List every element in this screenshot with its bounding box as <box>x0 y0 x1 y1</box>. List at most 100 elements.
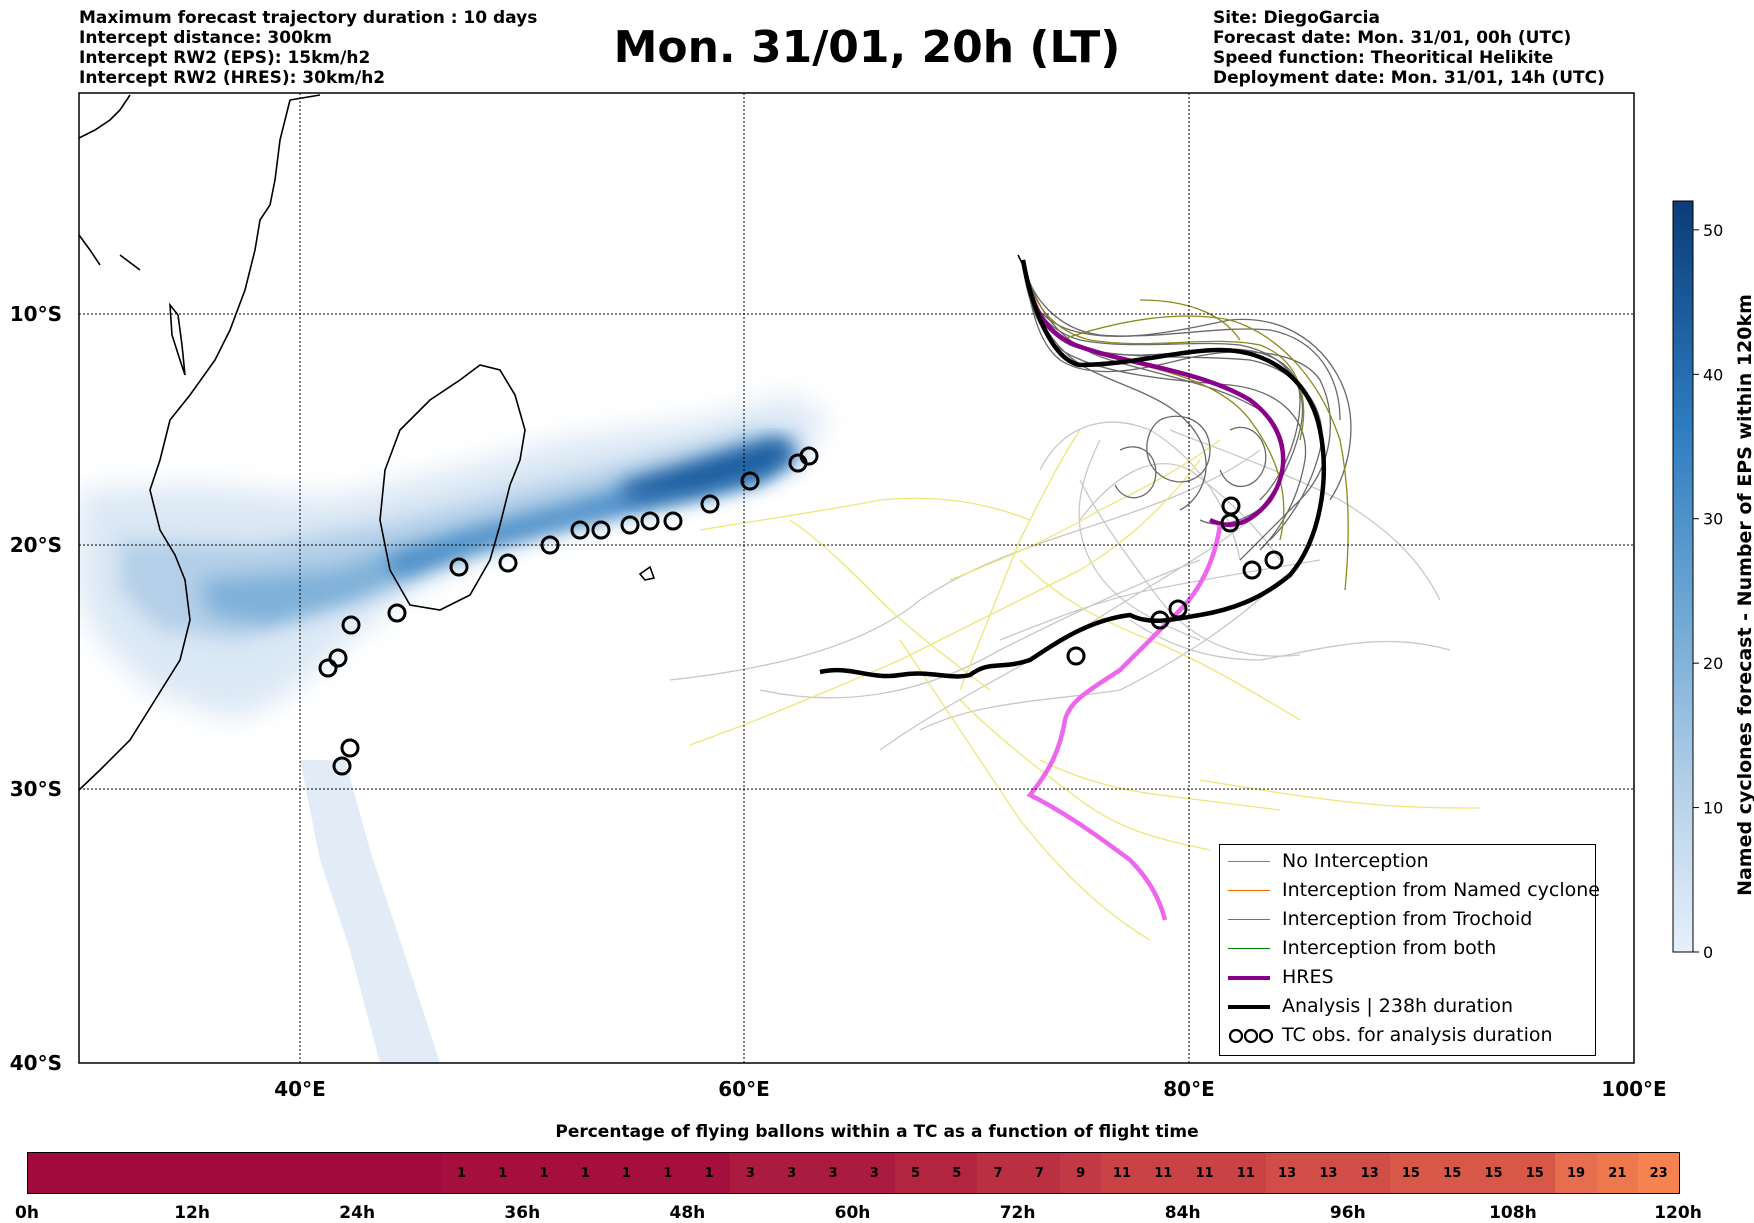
percentage-cell: 11 <box>1183 1153 1226 1193</box>
bottom-tick-label: 96h <box>1329 1203 1366 1223</box>
legend: No Interception Interception from Named … <box>1219 844 1600 1056</box>
colorbar-label: Named cyclones forecast - Number of EPS … <box>1734 294 1754 896</box>
header-left: Maximum forecast trajectory duration : 1… <box>79 8 537 88</box>
legend-item-trochoid: Interception from Trochoid <box>1220 907 1595 933</box>
legend-swatch <box>1228 948 1270 949</box>
percentage-cell: 5 <box>894 1153 937 1193</box>
colorbar <box>1672 200 1694 953</box>
legend-label: HRES <box>1282 966 1334 988</box>
legend-label: Interception from Named cyclone <box>1282 879 1600 901</box>
header-right-line: Deployment date: Mon. 31/01, 14h (UTC) <box>1213 68 1605 88</box>
percentage-cell: 15 <box>1431 1153 1473 1193</box>
tc-observations <box>318 446 1284 776</box>
legend-swatch <box>1228 890 1270 891</box>
bottom-tick-label: 60h <box>834 1203 871 1223</box>
colorbar-ticks: 0 10 20 30 40 50 <box>1693 221 1723 962</box>
percentage-cell: 1 <box>605 1153 648 1193</box>
legend-swatch <box>1228 919 1270 920</box>
header-right: Site: DiegoGarcia Forecast date: Mon. 31… <box>1213 8 1605 88</box>
legend-swatch <box>1228 861 1270 862</box>
cyclone-density-shading <box>79 395 830 1063</box>
legend-label: Analysis | 238h duration <box>1282 995 1514 1017</box>
legend-label: Interception from both <box>1282 937 1497 959</box>
percentage-cell <box>151 1153 194 1193</box>
percentage-cell <box>69 1153 111 1193</box>
header-right-line: Site: DiegoGarcia <box>1213 8 1380 28</box>
lon-tick-label: 80°E <box>1163 1077 1215 1101</box>
legend-item-no-interception: No Interception <box>1220 849 1595 875</box>
percentage-cell: 11 <box>1101 1153 1143 1193</box>
percentage-cell <box>28 1153 70 1193</box>
bottom-tick-label: 36h <box>504 1203 541 1223</box>
bottom-tick-label: 108h <box>1489 1203 1537 1223</box>
percentage-cell: 13 <box>1349 1153 1391 1193</box>
legend-item-analysis: Analysis | 238h duration <box>1220 994 1595 1020</box>
lat-tick-label: 30°S <box>10 777 62 801</box>
percentage-cell: 1 <box>523 1153 565 1193</box>
percentage-cell: 19 <box>1555 1153 1597 1193</box>
bottom-tick-label: 12h <box>174 1203 210 1223</box>
header-right-line: Forecast date: Mon. 31/01, 00h (UTC) <box>1213 28 1572 48</box>
percentage-cell: 15 <box>1390 1153 1432 1193</box>
percentage-cell: 3 <box>771 1153 813 1193</box>
bottom-tick-label: 48h <box>669 1203 706 1223</box>
percentage-cell: 9 <box>1060 1153 1102 1193</box>
header-left-line: Intercept distance: 300km <box>79 28 332 48</box>
percentage-cell: 7 <box>1018 1153 1061 1193</box>
colorbar-tick-label: 50 <box>1703 221 1723 240</box>
colorbar-tick-label: 0 <box>1703 943 1713 962</box>
bottom-tick-label: 72h <box>999 1203 1036 1223</box>
percentage-cell: 1 <box>440 1153 483 1193</box>
lat-tick-label: 10°S <box>10 302 62 326</box>
bottom-tick-label: 120h <box>1654 1203 1702 1223</box>
legend-swatch <box>1228 1005 1270 1009</box>
percentage-cell <box>193 1153 235 1193</box>
lat-tick-label: 40°S <box>10 1051 62 1075</box>
legend-item-hres: HRES <box>1220 965 1595 991</box>
percentage-cell: 11 <box>1142 1153 1184 1193</box>
coastlines <box>79 94 1024 791</box>
colorbar-tick-label: 20 <box>1703 654 1723 673</box>
percentage-cell: 1 <box>647 1153 689 1193</box>
percentage-cell <box>316 1153 359 1193</box>
header-left-line: Intercept RW2 (EPS): 15km/h2 <box>79 48 371 68</box>
legend-item-named-cyclone: Interception from Named cyclone <box>1220 878 1600 904</box>
header-right-line: Speed function: Theoritical Helikite <box>1213 48 1554 68</box>
lat-tick-label: 20°S <box>10 533 62 557</box>
lon-tick-label: 100°E <box>1601 1077 1666 1101</box>
bottom-tick-label: 24h <box>339 1203 376 1223</box>
percentage-cell: 1 <box>482 1153 524 1193</box>
percentage-cell: 15 <box>1472 1153 1515 1193</box>
percentage-cell <box>234 1153 276 1193</box>
tc-symbol-icon <box>1228 1028 1274 1044</box>
header-left-line: Maximum forecast trajectory duration : 1… <box>79 8 538 28</box>
legend-label: No Interception <box>1282 850 1429 872</box>
hres-track <box>1020 259 1286 528</box>
bottom-tick-label: 0h <box>15 1203 39 1223</box>
legend-label: TC obs. for analysis duration <box>1282 1024 1553 1046</box>
lon-tick-label: 60°E <box>718 1077 770 1101</box>
percentage-cell: 15 <box>1514 1153 1556 1193</box>
percentage-cell: 3 <box>812 1153 854 1193</box>
legend-swatch <box>1228 976 1270 980</box>
tc-symbol <box>318 446 1284 776</box>
percentage-cell: 5 <box>936 1153 978 1193</box>
percentage-cell: 13 <box>1266 1153 1308 1193</box>
percentage-cell <box>110 1153 152 1193</box>
bottom-bar-title: Percentage of flying ballons within a TC… <box>555 1122 1199 1142</box>
colorbar-tick-label: 10 <box>1703 799 1723 818</box>
percentage-cell: 21 <box>1596 1153 1638 1193</box>
colorbar-tick-label: 40 <box>1703 365 1723 384</box>
flight-time-percentage-bar: 1 1 1 1 1 1 1 3 3 3 3 5 5 7 7 9 11 11 11 11 13 13 13 15 15 15 15 19… <box>27 1152 1680 1194</box>
hres-forecast-tail <box>1026 524 1223 921</box>
percentage-cell: 7 <box>977 1153 1019 1193</box>
percentage-cell <box>358 1153 400 1193</box>
percentage-cell: 3 <box>729 1153 772 1193</box>
percentage-cell: 13 <box>1307 1153 1349 1193</box>
map-frame <box>78 92 1635 1064</box>
percentage-cell <box>399 1153 441 1193</box>
gridlines <box>79 93 1634 1063</box>
legend-item-tc-obs: TC obs. for analysis duration <box>1220 1023 1595 1049</box>
page-title: Mon. 31/01, 20h (LT) <box>613 22 1121 73</box>
